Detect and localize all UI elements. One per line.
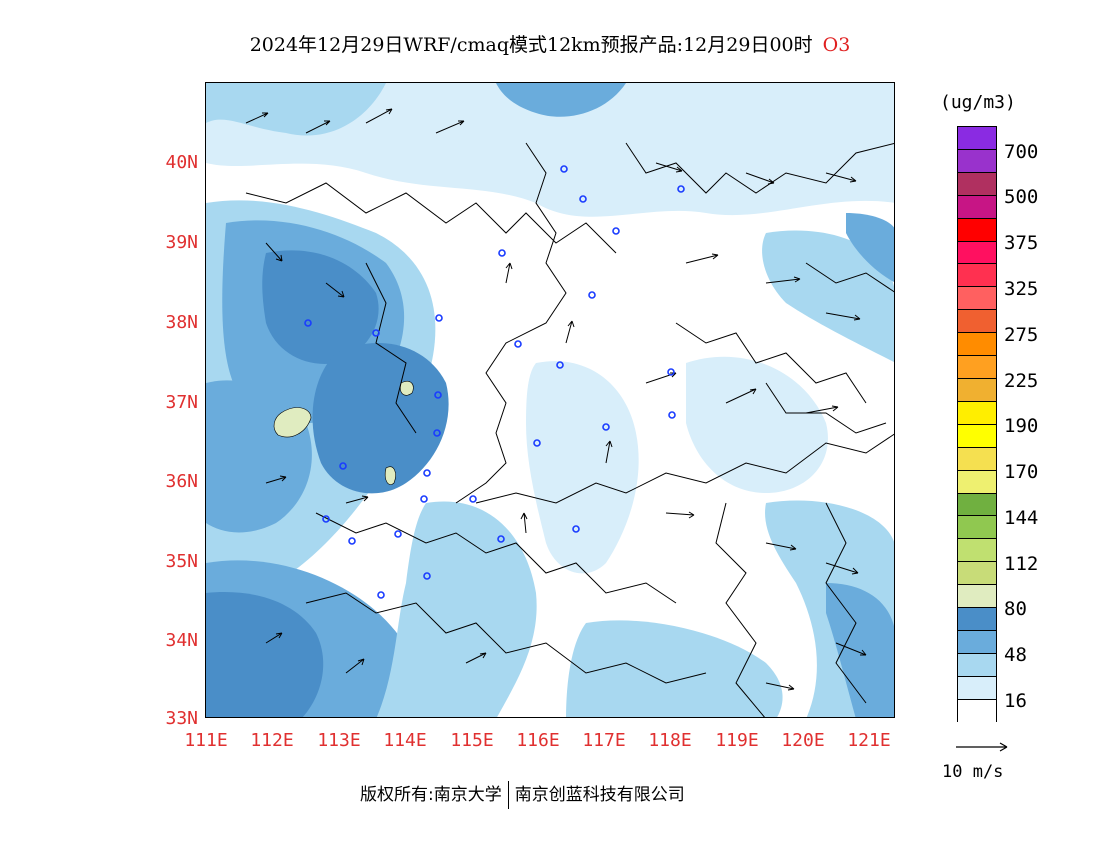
colorbar-segment [958, 287, 996, 311]
colorbar-segment [958, 653, 996, 677]
colorbar-segment [958, 699, 996, 723]
colorbar-segment [958, 241, 996, 265]
lat-label-34: 34N [165, 630, 198, 651]
reference-vector-arrow [956, 742, 1008, 752]
copyright-separator [507, 781, 509, 809]
lon-label-118: 118E [648, 730, 692, 751]
lon-label-116: 116E [516, 730, 560, 751]
colorbar-segment [958, 585, 996, 609]
lat-label-35: 35N [165, 551, 198, 572]
colorbar [957, 126, 997, 723]
cbar-label-190: 190 [1004, 415, 1039, 437]
map-title: 2024年12月29日WRF/cmaq模式12km预报产品:12月29日00时 O… [0, 30, 1100, 57]
cbar-label-225: 225 [1004, 370, 1039, 392]
lat-label-38: 38N [165, 312, 198, 333]
colorbar-segment [958, 149, 996, 173]
concentration-shading [206, 83, 894, 717]
cbar-label-325: 325 [1004, 278, 1039, 300]
lon-label-119: 119E [715, 730, 759, 751]
colorbar-unit: (ug/m3) [940, 92, 1016, 113]
title-text: 2024年12月29日WRF/cmaq模式12km预报产品:12月29日00时 [249, 34, 813, 56]
species-label: O3 [822, 34, 851, 56]
lon-label-121: 121E [847, 730, 891, 751]
cbar-label-48: 48 [1004, 644, 1027, 666]
reference-vector-label: 10 m/s [942, 762, 1004, 782]
province-boundaries [245, 142, 894, 717]
map-canvas [206, 83, 894, 717]
wind-vectors [245, 108, 867, 691]
colorbar-segment [958, 356, 996, 379]
colorbar-segment [958, 608, 996, 631]
colorbar-segment [958, 676, 996, 700]
colorbar-segment [958, 401, 996, 425]
lat-label-36: 36N [165, 471, 198, 492]
colorbar-segment [958, 562, 996, 586]
cbar-label-500: 500 [1004, 186, 1039, 208]
lon-label-113: 113E [317, 730, 361, 751]
cbar-label-700: 700 [1004, 141, 1039, 163]
colorbar-segment [958, 470, 996, 494]
cbar-label-16: 16 [1004, 690, 1027, 712]
colorbar-segment [958, 172, 996, 196]
ozone-map [205, 82, 895, 718]
lat-label-37: 37N [165, 392, 198, 413]
lon-label-114: 114E [383, 730, 427, 751]
lat-label-33: 33N [165, 708, 198, 729]
lat-label-39: 39N [165, 232, 198, 253]
colorbar-segment [958, 310, 996, 334]
cbar-label-375: 375 [1004, 232, 1039, 254]
colorbar-segment [958, 378, 996, 402]
colorbar-segment [958, 218, 996, 242]
cbar-label-112: 112 [1004, 553, 1039, 575]
lon-label-115: 115E [450, 730, 494, 751]
cbar-label-144: 144 [1004, 507, 1039, 529]
cbar-label-80: 80 [1004, 598, 1027, 620]
lat-label-40: 40N [165, 152, 198, 173]
copyright: 版权所有:南京大学 南京创蓝科技有限公司 [360, 780, 685, 809]
colorbar-segment [958, 493, 996, 517]
colorbar-segment [958, 630, 996, 654]
colorbar-segment [958, 424, 996, 448]
monitoring-stations [304, 165, 685, 599]
colorbar-segment [958, 127, 996, 150]
copyright-right: 南京创蓝科技有限公司 [514, 785, 685, 805]
lon-label-111: 111E [184, 730, 228, 751]
copyright-left: 版权所有:南京大学 [360, 785, 502, 805]
cbar-label-170: 170 [1004, 461, 1039, 483]
lon-label-112: 112E [250, 730, 294, 751]
colorbar-segment [958, 195, 996, 219]
cbar-label-275: 275 [1004, 324, 1039, 346]
colorbar-segment [958, 264, 996, 288]
lon-label-117: 117E [582, 730, 626, 751]
lon-label-120: 120E [781, 730, 825, 751]
colorbar-segment [958, 333, 996, 357]
colorbar-segment [958, 447, 996, 471]
colorbar-segment [958, 516, 996, 540]
colorbar-segment [958, 539, 996, 563]
